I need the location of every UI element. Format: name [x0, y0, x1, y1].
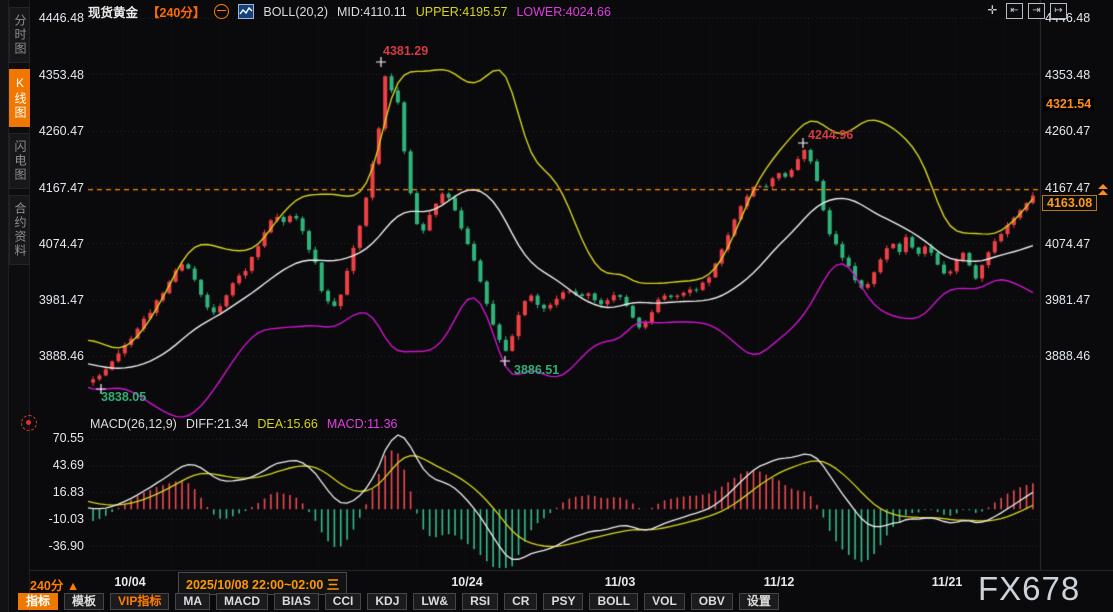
fx678-watermark: FX678 [978, 570, 1081, 607]
macd-tick: -36.90 [48, 539, 84, 553]
tab-contract-info[interactable]: 合约资料 [9, 195, 30, 265]
period-selector[interactable]: 240分 ▲ [30, 579, 80, 593]
toolbar-bias-button[interactable]: BIAS [274, 593, 319, 610]
price-tick-left: 4446.48 [38, 11, 84, 25]
pan-latest-icon[interactable]: ↦ [1050, 3, 1067, 19]
crosshair-date-box: 2025/10/08 22:00~02:00 三 [178, 572, 348, 595]
toolbar-obv-button[interactable]: OBV [690, 593, 733, 610]
boll-lower-value: LOWER:4024.66 [516, 4, 611, 19]
scroll-to-price-icon[interactable] [1098, 183, 1108, 196]
left-sidebar: 分时图 K线图 闪电图 合约资料 [0, 0, 30, 612]
toolbar-psy-button[interactable]: PSY [543, 593, 584, 610]
macd-header: MACD(26,12,9) DIFF:21.34 DEA:15.66 MACD:… [90, 417, 397, 431]
price-tick-left: 4260.47 [38, 124, 84, 138]
toolbar-vip-indicator-button[interactable]: VIP指标 [110, 593, 170, 610]
sidebar-rail [0, 0, 9, 612]
price-tick-left: 4353.48 [38, 68, 84, 82]
price-tick-left: 3981.47 [38, 293, 84, 307]
swing-low-label: 3886.51 [514, 363, 560, 377]
price-tick-left: 3888.46 [38, 349, 84, 363]
toolbar-lw-button[interactable]: LW& [413, 593, 457, 610]
macd-tick: 70.55 [52, 431, 84, 445]
toolbar-indicator-button[interactable]: 指标 [18, 593, 59, 610]
chart-type-icon[interactable] [238, 4, 255, 19]
swing-low-label: 3838.05 [101, 390, 147, 404]
crosshair-icon[interactable]: ✛ [984, 3, 1001, 19]
toolbar-vol-button[interactable]: VOL [644, 593, 685, 610]
macd-diff-value: DIFF:21.34 [185, 417, 249, 431]
toolbar-ma-button[interactable]: MA [175, 593, 211, 610]
price-tick-right: 3888.46 [1045, 349, 1091, 363]
price-tick-left: 4167.47 [38, 181, 84, 195]
price-tick-right: 4074.47 [1045, 237, 1091, 251]
macd-tick: -10.03 [48, 512, 84, 526]
date-label: 10/24 [451, 575, 483, 589]
time-axis: 240分 ▲ 10/04 2025/10/08 22:00~02:00 三 10… [0, 570, 1113, 595]
swing-high-label: 4381.29 [383, 44, 429, 58]
window-controls: ✛ ⇤ ⇥ ↦ [984, 3, 1067, 19]
price-tick-left: 4074.47 [38, 237, 84, 251]
collapse-icon[interactable] [214, 4, 230, 19]
toolbar-kdj-button[interactable]: KDJ [367, 593, 408, 610]
date-label: 11/03 [604, 575, 636, 589]
macd-macd-value: MACD:11.36 [326, 417, 398, 431]
macd-name: MACD(26,12,9) [90, 417, 177, 431]
toolbar-template-button[interactable]: 模板 [64, 593, 105, 610]
toolbar-cr-button[interactable]: CR [504, 593, 538, 610]
session-high-label: 4321.54 [1043, 97, 1095, 111]
toolbar-macd-button[interactable]: MACD [216, 593, 269, 610]
date-label: 11/21 [931, 575, 963, 589]
boll-setting-label: BOLL(20,2) [263, 4, 328, 19]
indicator-toolbar: 指标 模板 VIP指标 MA MACD BIAS CCI KDJ LW& RSI… [18, 593, 779, 612]
toolbar-boll-button[interactable]: BOLL [589, 593, 639, 610]
current-price-badge: 4163.08 [1042, 195, 1098, 211]
date-label: 10/04 [114, 575, 146, 589]
toolbar-settings-button[interactable]: 设置 [738, 593, 779, 610]
macd-dea-value: DEA:15.66 [257, 417, 318, 431]
price-tick-right: 3981.47 [1045, 293, 1091, 307]
zoom-out-axis-icon[interactable]: ⇥ [1028, 3, 1045, 19]
toolbar-cci-button[interactable]: CCI [324, 593, 362, 610]
alert-icon[interactable] [21, 415, 37, 431]
symbol-name: 现货黄金 [88, 6, 139, 20]
price-tick-right: 4167.47 [1045, 181, 1091, 195]
swing-high-label: 4244.96 [808, 128, 854, 142]
toolbar-rsi-button[interactable]: RSI [462, 593, 499, 610]
period-label: 【240分】 [147, 6, 206, 20]
date-label: 11/12 [763, 575, 795, 589]
macd-tick: 16.83 [52, 485, 84, 499]
macd-tick: 43.69 [52, 458, 84, 472]
zoom-in-axis-icon[interactable]: ⇤ [1006, 3, 1023, 19]
price-tick-right: 4260.47 [1045, 124, 1091, 138]
boll-upper-value: UPPER:4195.57 [415, 4, 508, 19]
tab-kline-chart[interactable]: K线图 [9, 69, 30, 127]
price-tick-right: 4353.48 [1045, 68, 1091, 82]
tab-time-chart[interactable]: 分时图 [9, 7, 30, 63]
tab-lightning-chart[interactable]: 闪电图 [9, 133, 30, 189]
boll-mid-value: MID:4110.11 [337, 4, 407, 19]
chart-title-bar: 现货黄金 【240分】 BOLL(20,2) MID:4110.11 UPPER… [88, 2, 611, 21]
